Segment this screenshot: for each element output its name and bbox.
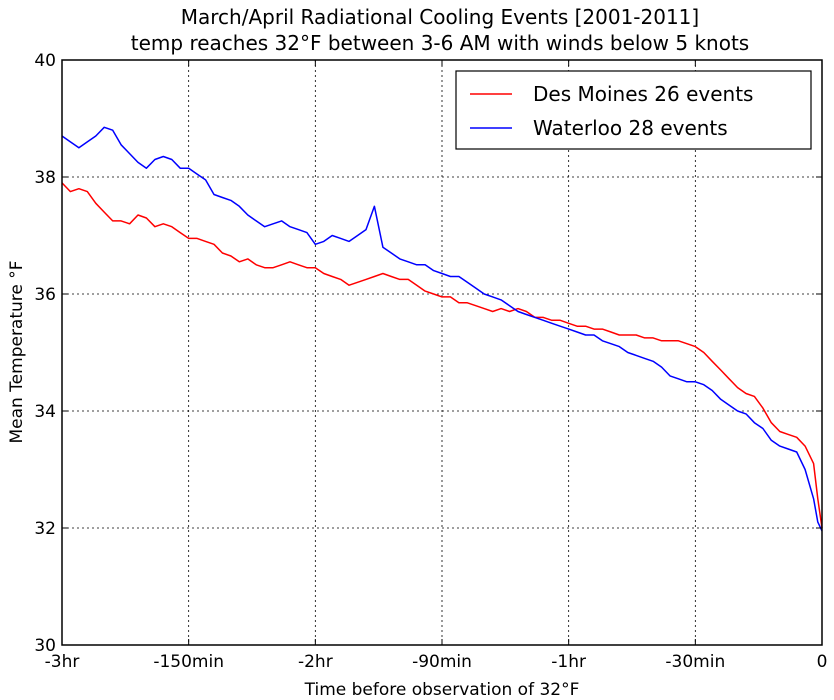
y-tick-label: 34 (34, 402, 56, 422)
x-tick-label: 0 (817, 652, 828, 672)
y-tick-label: 30 (34, 636, 56, 656)
series-layer (61, 126, 823, 532)
x-ticks: -3hr -150min -2hr -90min -1hr -30min 0 (45, 60, 828, 672)
x-tick-label: -3hr (45, 652, 80, 672)
y-tick-label: 38 (34, 168, 56, 188)
y-tick-label: 36 (34, 285, 56, 305)
x-axis-label: Time before observation of 32°F (304, 680, 580, 700)
chart-subtitle: temp reaches 32°F between 3-6 AM with wi… (131, 31, 749, 55)
x-tick-label: -90min (412, 652, 472, 672)
series-line-1 (61, 126, 823, 532)
grid (62, 60, 822, 645)
y-tick-label: 40 (34, 51, 56, 71)
y-axis-label: Mean Temperature °F (7, 260, 27, 443)
series-line-0 (61, 182, 823, 529)
legend-box (455, 70, 812, 150)
x-tick-label: -1hr (551, 652, 586, 672)
y-tick-label: 32 (34, 519, 56, 539)
x-tick-label: -150min (153, 652, 224, 672)
chart-title: March/April Radiational Cooling Events [… (181, 5, 699, 29)
y-ticks: 30 32 34 36 38 40 (34, 51, 822, 656)
x-tick-label: -2hr (298, 652, 333, 672)
legend-label-waterloo: Waterloo 28 events (533, 116, 728, 140)
legend: Des Moines 26 events Waterloo 28 events (455, 70, 812, 150)
x-tick-label: -30min (665, 652, 725, 672)
legend-label-des-moines: Des Moines 26 events (533, 82, 753, 106)
